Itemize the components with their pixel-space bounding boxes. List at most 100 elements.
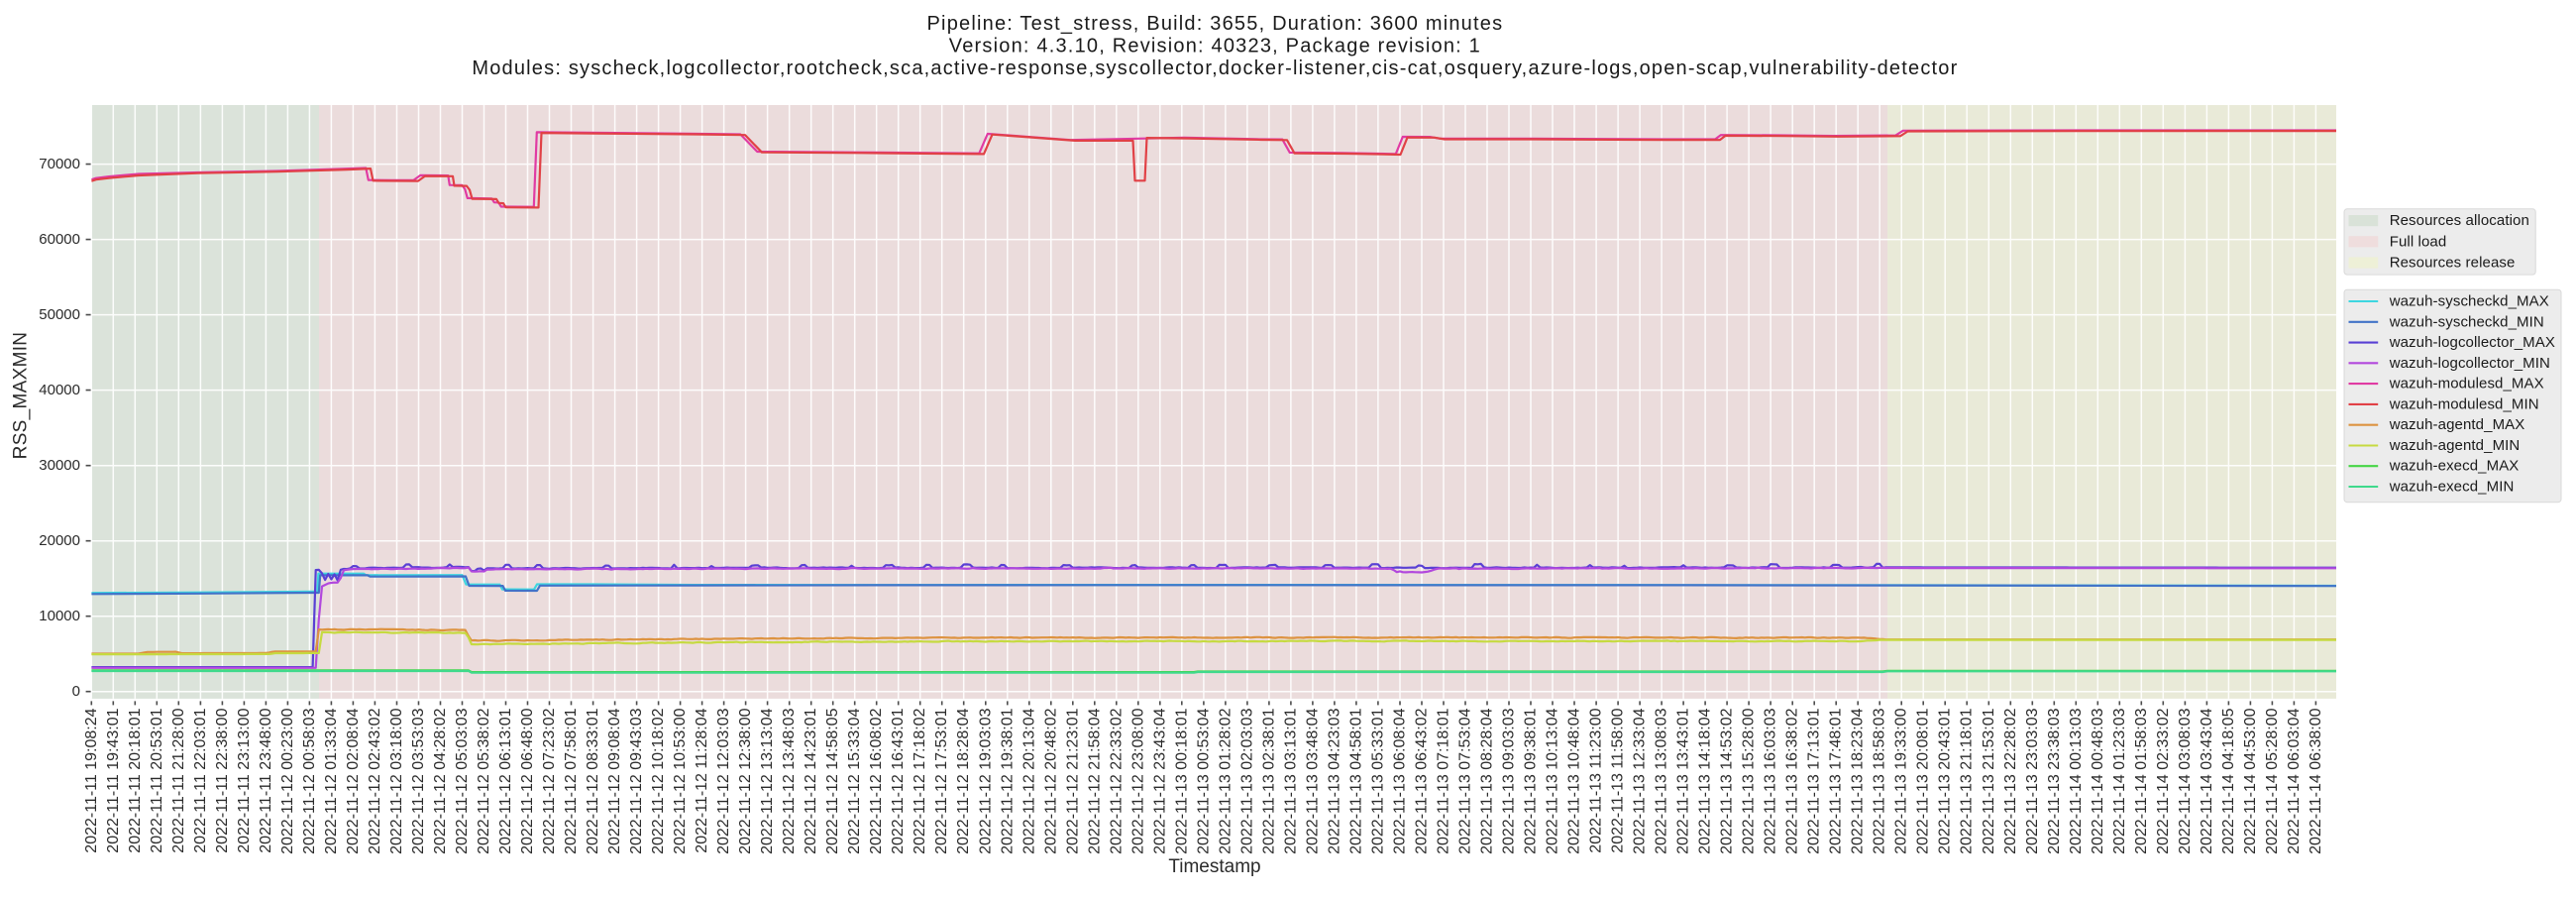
- svg-text:2022-11-14 04:53:00: 2022-11-14 04:53:00: [2242, 708, 2259, 853]
- svg-text:wazuh-syscheckd_MIN: wazuh-syscheckd_MIN: [2389, 313, 2544, 330]
- svg-text:30000: 30000: [39, 457, 80, 474]
- svg-text:2022-11-13 12:33:04: 2022-11-13 12:33:04: [1632, 708, 1649, 853]
- svg-text:2022-11-12 01:33:04: 2022-11-12 01:33:04: [323, 708, 340, 853]
- svg-text:2022-11-12 06:13:01: 2022-11-12 06:13:01: [497, 708, 514, 853]
- svg-text:2022-11-13 20:08:01: 2022-11-13 20:08:01: [1915, 708, 1932, 853]
- svg-text:2022-11-14 00:13:03: 2022-11-14 00:13:03: [2068, 708, 2085, 853]
- svg-text:2022-11-13 23:38:03: 2022-11-13 23:38:03: [2046, 708, 2063, 853]
- svg-text:2022-11-13 03:48:04: 2022-11-13 03:48:04: [1304, 708, 1321, 853]
- svg-text:2022-11-13 18:58:03: 2022-11-13 18:58:03: [1872, 708, 1888, 853]
- svg-text:2022-11-13 05:33:01: 2022-11-13 05:33:01: [1369, 708, 1386, 853]
- svg-text:Resources allocation: Resources allocation: [2390, 212, 2529, 229]
- svg-text:2022-11-12 14:23:01: 2022-11-12 14:23:01: [803, 708, 819, 853]
- svg-text:2022-11-13 06:43:02: 2022-11-13 06:43:02: [1414, 708, 1431, 853]
- svg-text:2022-11-12 17:53:01: 2022-11-12 17:53:01: [933, 708, 950, 853]
- svg-text:2022-11-13 02:03:03: 2022-11-13 02:03:03: [1238, 708, 1255, 853]
- svg-text:2022-11-12 05:03:03: 2022-11-12 05:03:03: [454, 708, 471, 853]
- svg-text:2022-11-13 16:03:03: 2022-11-13 16:03:03: [1763, 708, 1779, 853]
- svg-text:wazuh-modulesd_MAX: wazuh-modulesd_MAX: [2389, 376, 2544, 392]
- svg-text:2022-11-11 23:13:00: 2022-11-11 23:13:00: [236, 708, 253, 852]
- svg-text:2022-11-13 00:53:04: 2022-11-13 00:53:04: [1195, 708, 1212, 853]
- svg-text:2022-11-12 00:58:03: 2022-11-12 00:58:03: [301, 708, 318, 853]
- svg-text:2022-11-13 09:03:03: 2022-11-13 09:03:03: [1501, 708, 1518, 853]
- svg-text:10000: 10000: [39, 608, 80, 624]
- svg-text:2022-11-11 22:03:01: 2022-11-11 22:03:01: [192, 708, 209, 852]
- svg-text:2022-11-12 13:48:03: 2022-11-12 13:48:03: [781, 708, 798, 853]
- svg-text:2022-11-12 10:53:00: 2022-11-12 10:53:00: [672, 708, 689, 853]
- svg-text:2022-11-14 06:38:00: 2022-11-14 06:38:00: [2308, 708, 2324, 853]
- svg-text:Full load: Full load: [2390, 233, 2447, 250]
- svg-text:2022-11-13 14:53:02: 2022-11-13 14:53:02: [1719, 708, 1736, 853]
- svg-text:2022-11-13 03:13:01: 2022-11-13 03:13:01: [1282, 708, 1299, 853]
- svg-text:2022-11-12 02:43:02: 2022-11-12 02:43:02: [367, 708, 383, 853]
- svg-text:2022-11-12 13:13:04: 2022-11-12 13:13:04: [759, 708, 776, 853]
- svg-text:Resources release: Resources release: [2390, 255, 2516, 272]
- svg-text:wazuh-modulesd_MIN: wazuh-modulesd_MIN: [2389, 395, 2539, 412]
- svg-text:2022-11-12 03:18:00: 2022-11-12 03:18:00: [388, 708, 405, 853]
- svg-text:2022-11-12 22:33:02: 2022-11-12 22:33:02: [1108, 708, 1125, 853]
- svg-text:2022-11-13 07:53:04: 2022-11-13 07:53:04: [1457, 708, 1474, 853]
- svg-text:2022-11-12 00:23:00: 2022-11-12 00:23:00: [279, 708, 296, 853]
- svg-text:wazuh-logcollector_MAX: wazuh-logcollector_MAX: [2389, 334, 2555, 351]
- svg-text:2022-11-13 01:28:02: 2022-11-13 01:28:02: [1217, 708, 1234, 853]
- svg-text:wazuh-execd_MIN: wazuh-execd_MIN: [2389, 479, 2515, 496]
- svg-text:2022-11-13 18:23:04: 2022-11-13 18:23:04: [1850, 708, 1867, 853]
- svg-text:wazuh-execd_MAX: wazuh-execd_MAX: [2389, 458, 2520, 475]
- svg-text:2022-11-12 12:38:00: 2022-11-12 12:38:00: [737, 708, 754, 853]
- svg-text:Pipeline: Test_stress, Build:: Pipeline: Test_stress, Build: 3655, Dura…: [927, 13, 1504, 35]
- svg-text:2022-11-13 13:43:01: 2022-11-13 13:43:01: [1675, 708, 1692, 853]
- svg-text:2022-11-12 23:43:04: 2022-11-12 23:43:04: [1151, 708, 1168, 853]
- svg-text:2022-11-13 02:38:01: 2022-11-13 02:38:01: [1260, 708, 1277, 853]
- svg-text:2022-11-13 04:23:03: 2022-11-13 04:23:03: [1326, 708, 1342, 853]
- svg-text:2022-11-13 21:53:01: 2022-11-13 21:53:01: [1981, 708, 1997, 853]
- svg-text:2022-11-14 03:43:04: 2022-11-14 03:43:04: [2199, 708, 2215, 853]
- svg-text:2022-11-14 05:28:00: 2022-11-14 05:28:00: [2264, 708, 2281, 853]
- svg-text:2022-11-12 06:48:00: 2022-11-12 06:48:00: [519, 708, 536, 853]
- svg-text:2022-11-14 00:48:03: 2022-11-14 00:48:03: [2090, 708, 2106, 853]
- svg-text:50000: 50000: [39, 306, 80, 323]
- svg-text:2022-11-13 00:18:01: 2022-11-13 00:18:01: [1173, 708, 1190, 853]
- svg-text:2022-11-12 12:03:03: 2022-11-12 12:03:03: [715, 708, 732, 853]
- svg-text:2022-11-13 11:58:00: 2022-11-13 11:58:00: [1610, 708, 1627, 852]
- svg-text:2022-11-13 19:33:00: 2022-11-13 19:33:00: [1893, 708, 1910, 853]
- svg-text:2022-11-13 08:28:04: 2022-11-13 08:28:04: [1479, 708, 1496, 853]
- svg-text:2022-11-12 10:18:02: 2022-11-12 10:18:02: [650, 708, 667, 853]
- svg-text:2022-11-13 06:08:04: 2022-11-13 06:08:04: [1392, 708, 1409, 853]
- svg-text:2022-11-12 20:13:04: 2022-11-12 20:13:04: [1020, 708, 1037, 853]
- svg-text:2022-11-11 20:53:01: 2022-11-11 20:53:01: [149, 708, 165, 852]
- svg-text:2022-11-12 20:48:02: 2022-11-12 20:48:02: [1042, 708, 1059, 853]
- svg-text:2022-11-12 02:08:04: 2022-11-12 02:08:04: [345, 708, 362, 853]
- svg-text:2022-11-12 16:43:01: 2022-11-12 16:43:01: [890, 708, 907, 853]
- svg-text:2022-11-14 06:03:04: 2022-11-14 06:03:04: [2286, 708, 2303, 853]
- svg-text:20000: 20000: [39, 532, 80, 549]
- svg-text:2022-11-11 19:08:24: 2022-11-11 19:08:24: [83, 708, 100, 852]
- svg-text:2022-11-13 10:13:04: 2022-11-13 10:13:04: [1545, 708, 1561, 853]
- svg-text:2022-11-12 09:43:03: 2022-11-12 09:43:03: [628, 708, 645, 853]
- svg-text:2022-11-12 15:33:04: 2022-11-12 15:33:04: [846, 708, 863, 853]
- svg-text:2022-11-11 19:43:01: 2022-11-11 19:43:01: [105, 708, 122, 852]
- svg-text:Timestamp: Timestamp: [1168, 856, 1260, 877]
- svg-text:wazuh-agentd_MIN: wazuh-agentd_MIN: [2389, 437, 2521, 454]
- svg-text:2022-11-12 07:23:02: 2022-11-12 07:23:02: [541, 708, 558, 853]
- svg-text:2022-11-13 15:28:00: 2022-11-13 15:28:00: [1741, 708, 1758, 853]
- svg-text:2022-11-14 03:08:03: 2022-11-14 03:08:03: [2177, 708, 2194, 853]
- svg-text:wazuh-agentd_MAX: wazuh-agentd_MAX: [2389, 416, 2525, 433]
- svg-text:2022-11-11 20:18:01: 2022-11-11 20:18:01: [127, 708, 144, 852]
- svg-text:RSS_MAXMIN: RSS_MAXMIN: [11, 332, 32, 460]
- svg-text:wazuh-syscheckd_MAX: wazuh-syscheckd_MAX: [2389, 293, 2549, 310]
- svg-text:2022-11-12 07:58:01: 2022-11-12 07:58:01: [563, 708, 580, 853]
- svg-text:2022-11-13 17:13:01: 2022-11-13 17:13:01: [1806, 708, 1823, 853]
- svg-text:2022-11-12 23:08:00: 2022-11-12 23:08:00: [1129, 708, 1146, 853]
- svg-text:wazuh-logcollector_MIN: wazuh-logcollector_MIN: [2389, 355, 2550, 372]
- svg-text:2022-11-11 22:38:00: 2022-11-11 22:38:00: [214, 708, 231, 852]
- svg-text:40000: 40000: [39, 382, 80, 398]
- svg-text:70000: 70000: [39, 156, 80, 172]
- svg-text:2022-11-12 16:08:02: 2022-11-12 16:08:02: [868, 708, 885, 853]
- svg-text:2022-11-12 21:23:01: 2022-11-12 21:23:01: [1064, 708, 1081, 853]
- svg-text:2022-11-14 02:33:02: 2022-11-14 02:33:02: [2155, 708, 2172, 853]
- svg-text:0: 0: [72, 683, 80, 700]
- svg-text:2022-11-12 19:03:03: 2022-11-12 19:03:03: [977, 708, 994, 853]
- svg-text:2022-11-12 04:28:02: 2022-11-12 04:28:02: [432, 708, 449, 853]
- svg-text:2022-11-11 21:28:00: 2022-11-11 21:28:00: [170, 708, 187, 852]
- svg-text:2022-11-13 17:48:01: 2022-11-13 17:48:01: [1828, 708, 1845, 853]
